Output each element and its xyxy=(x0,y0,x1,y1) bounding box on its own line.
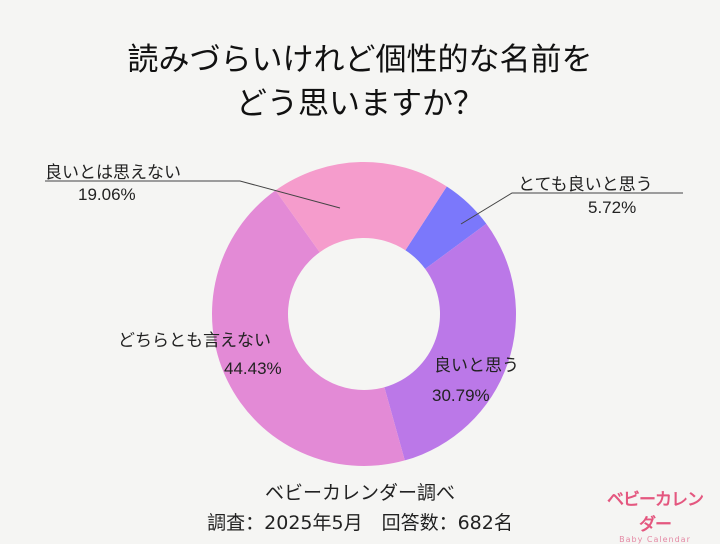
pct-good: 30.79% xyxy=(432,386,490,405)
source-note: ベビーカレンダー調べ xyxy=(264,482,455,504)
label-good: 良いと思う xyxy=(434,356,519,376)
slice-good xyxy=(384,223,516,461)
label-not-good: 良いとは思えない xyxy=(45,163,181,183)
baby-calendar-logo: ベビーカレンダー Baby Calendar xyxy=(600,485,710,544)
survey-info: 調査：2025年5月 回答数：682名 xyxy=(207,512,513,534)
leader-line-very-good xyxy=(460,192,683,225)
logo-text-jp: ベビーカレンダー xyxy=(607,490,704,535)
chart-title: 読みづらいけれど個性的な名前を どう思いますか？ xyxy=(0,38,720,126)
slice-not-good xyxy=(275,162,447,253)
donut-slices xyxy=(211,162,516,466)
label-very-good: とても良いと思う xyxy=(518,175,653,195)
pct-neutral: 44.43% xyxy=(224,359,282,378)
slice-very-good xyxy=(405,186,487,269)
pct-not-good: 19.06% xyxy=(78,185,136,204)
title-line-2: どう思いますか？ xyxy=(236,86,484,122)
leader-line-not-good xyxy=(45,180,341,209)
slice-neutral xyxy=(211,190,405,466)
pct-very-good: 5.72% xyxy=(588,198,637,217)
title-line-1: 読みづらいけれど個性的な名前を xyxy=(127,42,593,78)
label-neutral: どちらとも言えない xyxy=(118,331,271,351)
